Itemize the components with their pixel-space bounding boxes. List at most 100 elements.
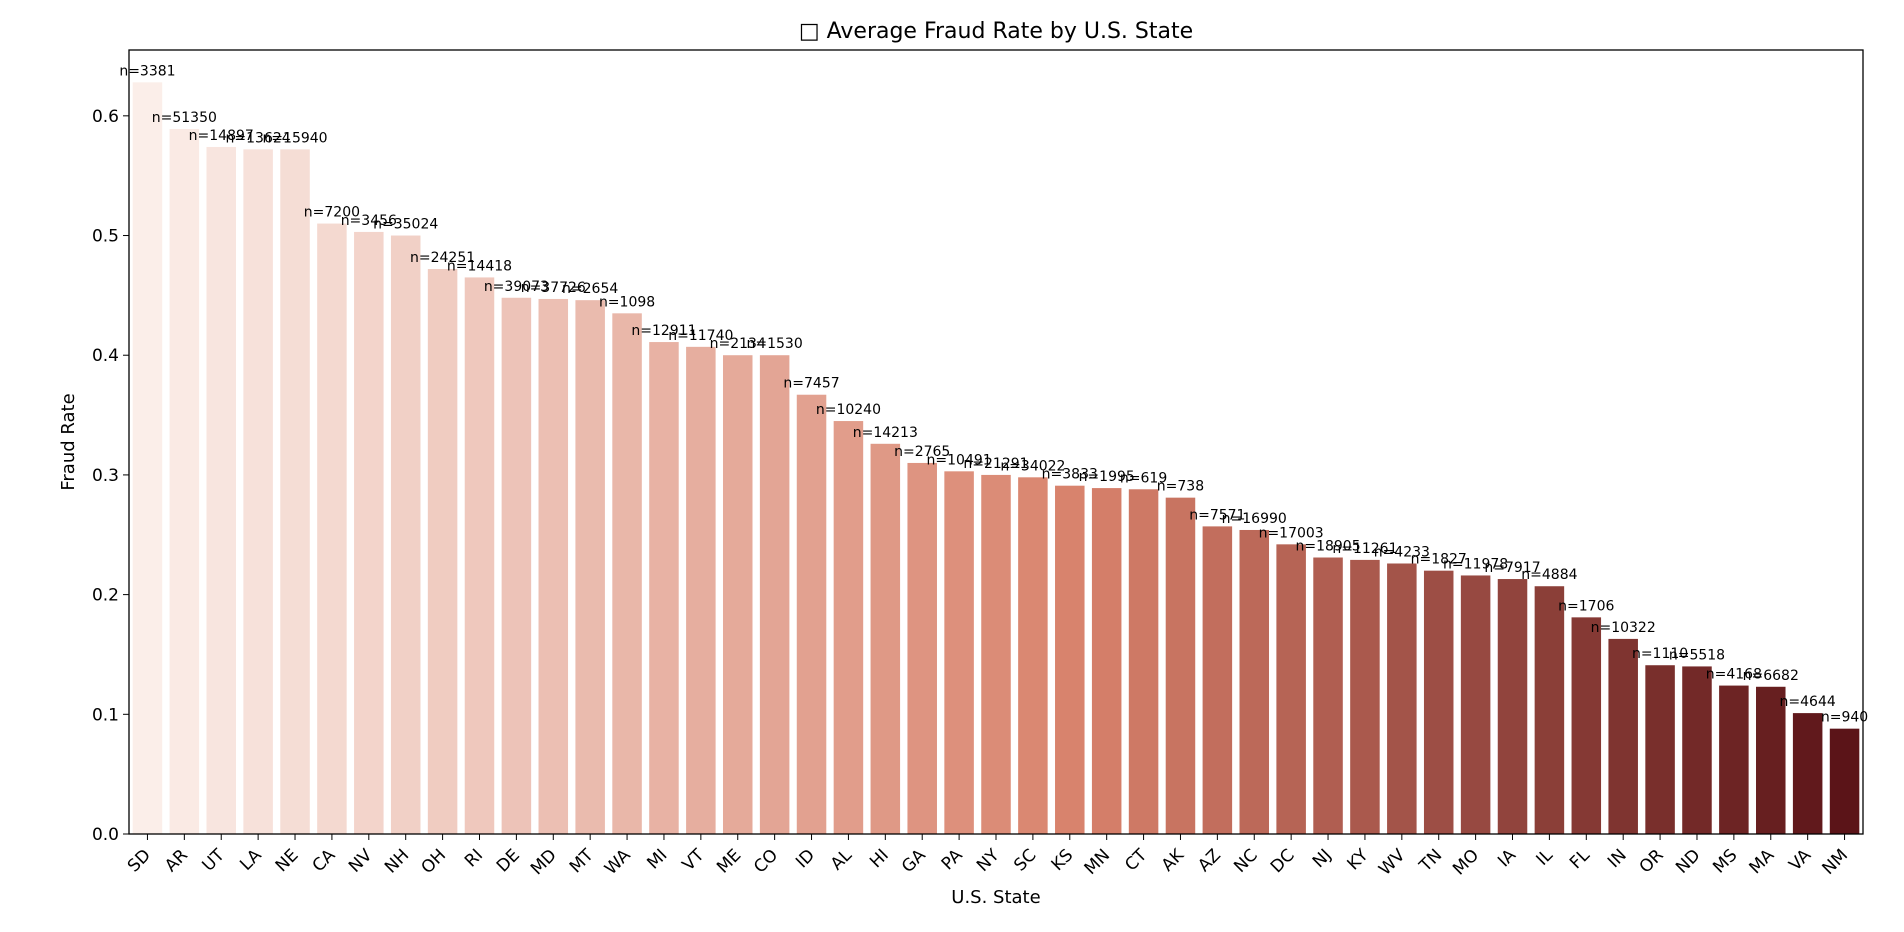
x-tick-label: DE [493, 845, 524, 876]
x-tick-label: NV [345, 845, 377, 877]
x-tick-label: NC [1230, 845, 1262, 877]
y-tick-label: 0.6 [92, 107, 119, 127]
bar-count-label: n=7917 [1484, 560, 1540, 576]
x-tick-label: LA [236, 845, 266, 875]
x-tick-label: MN [1081, 845, 1115, 879]
bars-group [132, 82, 1860, 835]
bar-count-label: n=4233 [1374, 544, 1430, 560]
bar-wa [612, 313, 642, 834]
bar-count-label: n=11261 [1332, 541, 1397, 557]
bar-count-label: n=4644 [1780, 694, 1836, 710]
x-tick-label: NH [381, 845, 413, 877]
bar-mn [1091, 488, 1122, 834]
bar-ca [317, 223, 347, 834]
bar-count-label: n=2134 [710, 336, 766, 352]
bar-count-label: n=1995 [1079, 469, 1135, 485]
bar-la [243, 149, 273, 834]
bar-count-label: n=37726 [521, 280, 586, 296]
x-tick-label: CA [309, 845, 340, 876]
bar-count-label: n=18905 [1295, 539, 1360, 555]
bar-va [1792, 713, 1823, 834]
bar-ct [1128, 489, 1159, 834]
bar-md [538, 298, 569, 835]
bar-nh [390, 235, 421, 834]
bar-count-label: n=14213 [853, 425, 918, 441]
bar-pa [944, 471, 974, 834]
bar-count-label: n=940 [1821, 710, 1868, 726]
bar-count-label: n=4884 [1521, 567, 1577, 583]
bar-count-label: n=6682 [1743, 668, 1799, 684]
bar-nj [1313, 557, 1343, 834]
bar-il [1534, 586, 1565, 834]
bar-count-label: n=35024 [373, 217, 438, 233]
x-tick-label: CO [750, 845, 782, 877]
bar-sd [132, 82, 163, 834]
bar-count-label: n=1530 [747, 336, 803, 352]
x-tick-label: KS [1048, 845, 1078, 875]
bar-al [833, 421, 864, 834]
bar-ne [280, 149, 310, 834]
bar-in [1608, 638, 1638, 834]
bar-count-label: n=11978 [1443, 556, 1508, 572]
bar-ky [1350, 559, 1380, 834]
x-tick-label: WV [1375, 845, 1410, 880]
x-tick-label: MS [1709, 845, 1741, 877]
bar-nm [1829, 728, 1860, 834]
bar-count-label: n=1706 [1558, 598, 1614, 614]
y-tick-label: 0.2 [92, 586, 119, 606]
bar-mi [649, 342, 679, 834]
bar-count-label: n=2654 [562, 281, 618, 297]
bar-tn [1423, 570, 1454, 834]
bar-id [796, 394, 827, 834]
bar-ms [1719, 685, 1749, 834]
bar-count-label: n=7200 [304, 205, 360, 221]
x-tick-label: NJ [1309, 845, 1336, 872]
x-tick-label: MA [1746, 845, 1779, 878]
bar-count-label: n=16990 [1222, 511, 1287, 527]
y-tick-label: 0.3 [92, 466, 119, 486]
x-tick-label: FL [1566, 845, 1594, 873]
y-tick-label: 0.4 [92, 346, 119, 366]
x-tick-label: KY [1344, 845, 1373, 874]
bar-count-label: n=24251 [410, 250, 475, 266]
x-tick-label: AK [1158, 845, 1189, 876]
x-tick-label: OR [1636, 845, 1668, 877]
bar-or [1645, 665, 1675, 834]
bar-count-label: n=11740 [668, 328, 733, 344]
x-tick-label: ME [713, 845, 745, 877]
bar-count-label: n=1098 [599, 294, 655, 310]
bar-count-label: n=39073 [484, 279, 549, 295]
bar-mo [1460, 575, 1491, 834]
x-tick-label: VA [1785, 845, 1815, 875]
bar-vt [686, 346, 716, 834]
y-tick-label: 0.1 [92, 705, 119, 725]
bar-sc [1018, 477, 1048, 834]
bar-ny [981, 474, 1011, 834]
x-tick-label: NE [272, 845, 303, 876]
chart-title: □ Average Fraud Rate by U.S. State [799, 19, 1193, 44]
x-tick-label: RI [461, 845, 487, 871]
bar-count-label: n=17003 [1259, 525, 1324, 541]
bar-ar [169, 128, 200, 834]
x-tick-label: IN [1604, 845, 1631, 872]
bar-count-label: n=10322 [1591, 620, 1656, 636]
bar-count-label: n=14418 [447, 258, 512, 274]
x-tick-label: IA [1494, 845, 1520, 871]
bar-de [501, 297, 532, 834]
bar-nd [1682, 666, 1712, 834]
bar-count-label: n=1827 [1411, 552, 1467, 568]
bar-count-label: n=15940 [262, 130, 327, 146]
bar-count-label: n=3456 [341, 213, 397, 229]
bar-ma [1756, 686, 1786, 834]
bar-count-label: n=51350 [152, 110, 217, 126]
x-tick-label: NM [1819, 845, 1853, 879]
bar-count-label: n=34022 [1000, 458, 1065, 474]
bar-count-label: n=12911 [631, 323, 696, 339]
bar-count-label: n=14897 [189, 128, 254, 144]
y-tick-label: 0.0 [92, 825, 119, 845]
bar-count-label: n=2765 [894, 444, 950, 460]
bar-fl [1571, 617, 1602, 834]
x-tick-label: VT [679, 845, 709, 875]
x-tick-label: PA [938, 845, 967, 874]
bar-oh [427, 269, 458, 834]
